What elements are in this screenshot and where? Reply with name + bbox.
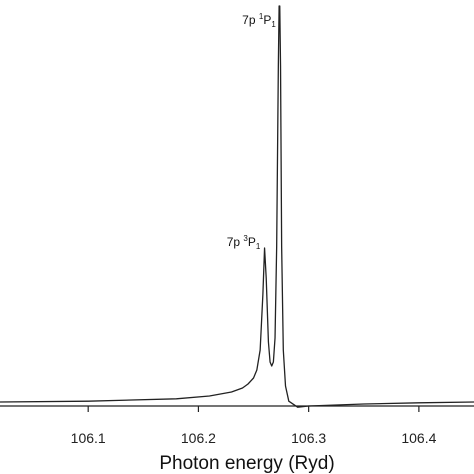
x-axis-title: Photon energy (Ryd) [159,453,334,474]
series-layer [0,5,474,408]
peak-annotations: 7p 3P1 7p 1P1 [227,12,277,251]
x-tick-label: 106.4 [401,430,436,446]
x-tick-label: 106.3 [291,430,326,446]
x-axis-ticks: 106.1 106.2 106.3 106.4 [71,406,437,446]
spectrum-line [0,5,474,408]
x-tick-label: 106.2 [181,430,216,446]
x-tick-label: 106.1 [71,430,106,446]
peak-label: 7p 3P1 [227,234,261,251]
peak-label: 7p 1P1 [242,12,276,29]
